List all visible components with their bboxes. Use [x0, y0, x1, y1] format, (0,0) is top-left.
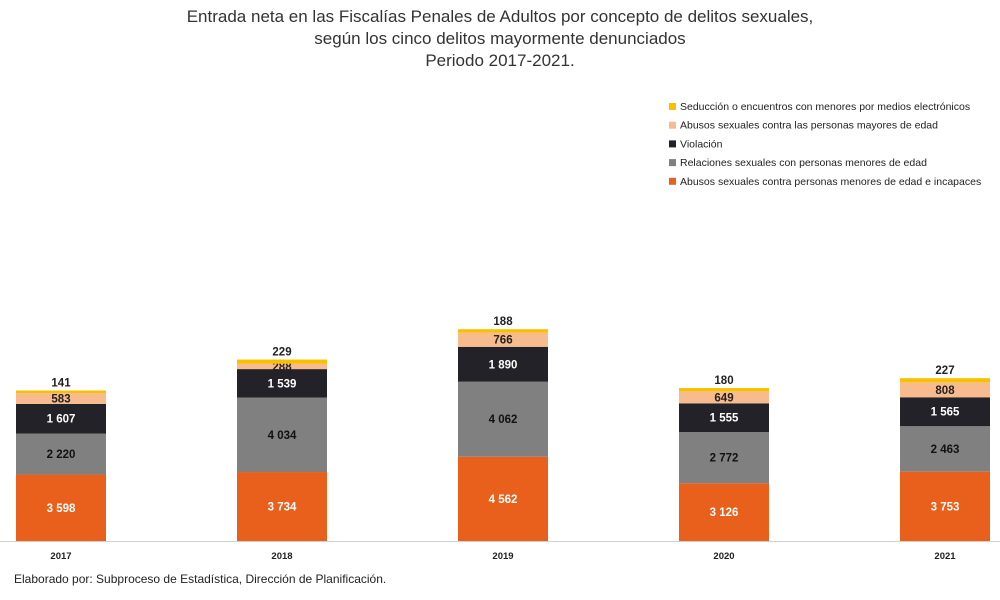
bars-group: 3 598 2 220 1 607 583 141 3 734 4 034 1 539 288 2… [16, 316, 990, 541]
data-label: 1 565 [931, 407, 960, 419]
data-label: 141 [51, 377, 71, 389]
legend-swatch [669, 140, 676, 148]
data-label: 1 890 [489, 359, 518, 371]
title-line-1: Entrada neta en las Fiscalías Penales de… [186, 7, 814, 26]
data-label: 3 753 [931, 501, 960, 513]
data-label: 1 539 [268, 378, 297, 390]
bar-segment [900, 378, 990, 383]
legend-entry: Abusos sexuales contra las personas mayo… [680, 120, 938, 132]
bar-segment [237, 359, 327, 364]
legend-swatch [669, 121, 676, 129]
bar-segment [900, 382, 990, 398]
bar-segment [679, 403, 769, 433]
data-label: 1 607 [47, 414, 76, 426]
x-tick-label: 2020 [713, 551, 734, 562]
bar-segment [458, 329, 548, 333]
data-label: 583 [51, 393, 70, 405]
data-label: 4 062 [489, 414, 518, 426]
bar-segment [458, 332, 548, 347]
bar-segment [900, 397, 990, 427]
bar-segment [16, 403, 106, 434]
legend-entry: Seducción o encuentros con menores por m… [680, 101, 970, 113]
bar-segment [237, 363, 327, 370]
data-label: 3 598 [47, 503, 76, 515]
x-tick-label: 2019 [492, 551, 513, 562]
data-label: 766 [493, 335, 512, 347]
bar-segment [900, 471, 990, 541]
bar-segment [237, 369, 327, 398]
bar-segment [237, 472, 327, 541]
x-tick-label: 2021 [934, 551, 956, 562]
data-label: 649 [714, 392, 733, 404]
data-label: 4 034 [268, 430, 297, 442]
data-label: 1 555 [710, 413, 739, 425]
data-label: 188 [493, 316, 513, 328]
data-label: 180 [714, 375, 733, 387]
data-label: 3 734 [268, 502, 297, 514]
bar-segment [16, 393, 106, 404]
bar-segment [458, 381, 548, 457]
legend-entry: Violación [680, 138, 723, 150]
data-label: 227 [935, 365, 954, 377]
bar-segment [458, 456, 548, 541]
data-label: 2 772 [710, 453, 739, 465]
legend-entry: Relaciones sexuales con personas menores… [680, 157, 927, 169]
title-line-3: Periodo 2017-2021. [425, 51, 575, 70]
source-note: Elaborado por: Subproceso de Estadística… [14, 572, 387, 586]
data-label: 2 463 [931, 444, 960, 456]
x-tick-label: 2017 [50, 551, 71, 562]
data-label: 4 562 [489, 494, 518, 506]
data-label: 808 [935, 385, 955, 397]
legend-entry: Abusos sexuales contra personas menores … [680, 176, 981, 188]
legend-swatch [669, 103, 676, 110]
bar-segment [679, 483, 769, 541]
bar-segment [16, 390, 106, 394]
data-label: 229 [272, 347, 291, 359]
bar-segment [458, 346, 548, 382]
data-label: 2 220 [47, 449, 76, 461]
bar-segment [679, 432, 769, 484]
data-label: 3 126 [710, 507, 739, 519]
title-line-2: según los cinco delitos mayormente denun… [314, 29, 686, 48]
data-label: 288 [272, 361, 292, 373]
bar-segment [237, 397, 327, 473]
bar-segment [16, 433, 106, 475]
legend: Seducción o encuentros con menores por m… [669, 101, 981, 188]
bar-segment [16, 474, 106, 541]
chart-title: Entrada neta en las Fiscalías Penales de… [0, 6, 1000, 72]
bar-segment [900, 426, 990, 472]
x-axis: 2017 2018 2019 2020 2021 [0, 541, 1000, 562]
legend-swatch [669, 177, 676, 185]
x-tick-label: 2018 [271, 551, 292, 562]
legend-swatch [669, 159, 676, 167]
bar-segment [679, 391, 769, 404]
bar-segment [679, 388, 769, 392]
